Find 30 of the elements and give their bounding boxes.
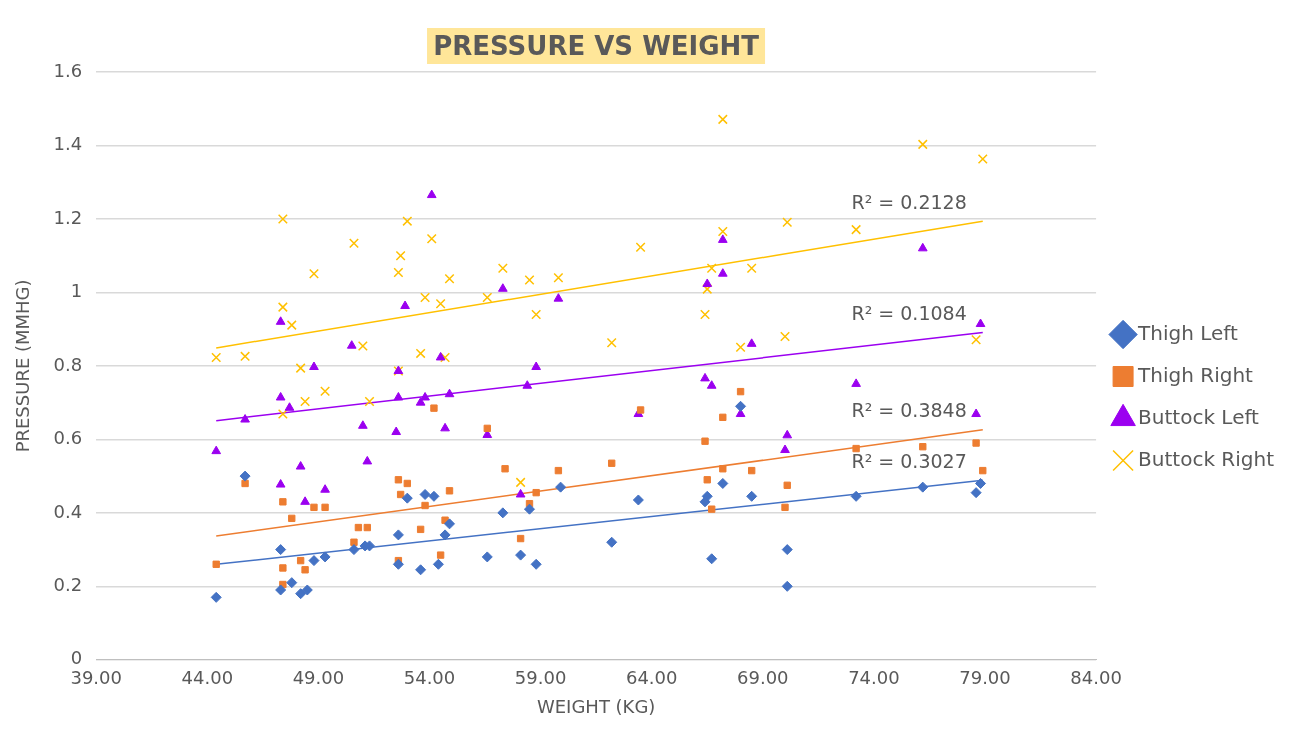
legend-label: Buttock Right xyxy=(1138,446,1275,471)
y-tick-label: 1 xyxy=(70,280,83,302)
x-tick-label: 44.00 xyxy=(181,667,234,689)
x-tick-label: 84.00 xyxy=(1070,667,1122,689)
chart-title: PRESSURE VS WEIGHT xyxy=(427,28,766,64)
legend-label: Buttock Left xyxy=(1138,404,1260,429)
x-tick-label: 64.00 xyxy=(625,667,678,689)
y-axis-title: PRESSURE (MMHG) xyxy=(12,279,34,453)
annotation: R² = 0.3848 xyxy=(851,399,967,422)
legend-label: Thigh Right xyxy=(1137,362,1254,387)
x-tick-label: 39.00 xyxy=(70,667,122,689)
y-tick-label: 1.6 xyxy=(53,59,83,81)
y-tick-label: 0.2 xyxy=(53,574,83,595)
legend-label: Thigh Left xyxy=(1137,320,1239,345)
x-tick-label: 49.00 xyxy=(292,667,345,689)
annotation: R² = 0.3027 xyxy=(851,449,967,472)
x-axis-title: WEIGHT (KG) xyxy=(536,695,656,717)
annotation: R² = 0.2128 xyxy=(851,190,967,213)
y-tick-label: 1.4 xyxy=(53,133,83,155)
y-tick-label: 0.6 xyxy=(53,427,83,449)
y-tick-label: 0.8 xyxy=(53,353,83,375)
x-tick-label: 59.00 xyxy=(514,667,567,689)
x-tick-label: 54.00 xyxy=(403,667,456,689)
y-tick-label: 1.2 xyxy=(53,206,83,228)
annotation: R² = 0.1084 xyxy=(851,301,967,324)
x-tick-label: 69.00 xyxy=(737,667,789,689)
y-tick-label: 0 xyxy=(70,647,83,669)
x-tick-label: 74.00 xyxy=(848,667,900,689)
y-tick-label: 0.4 xyxy=(53,500,83,522)
x-tick-label: 79.00 xyxy=(959,667,1011,689)
